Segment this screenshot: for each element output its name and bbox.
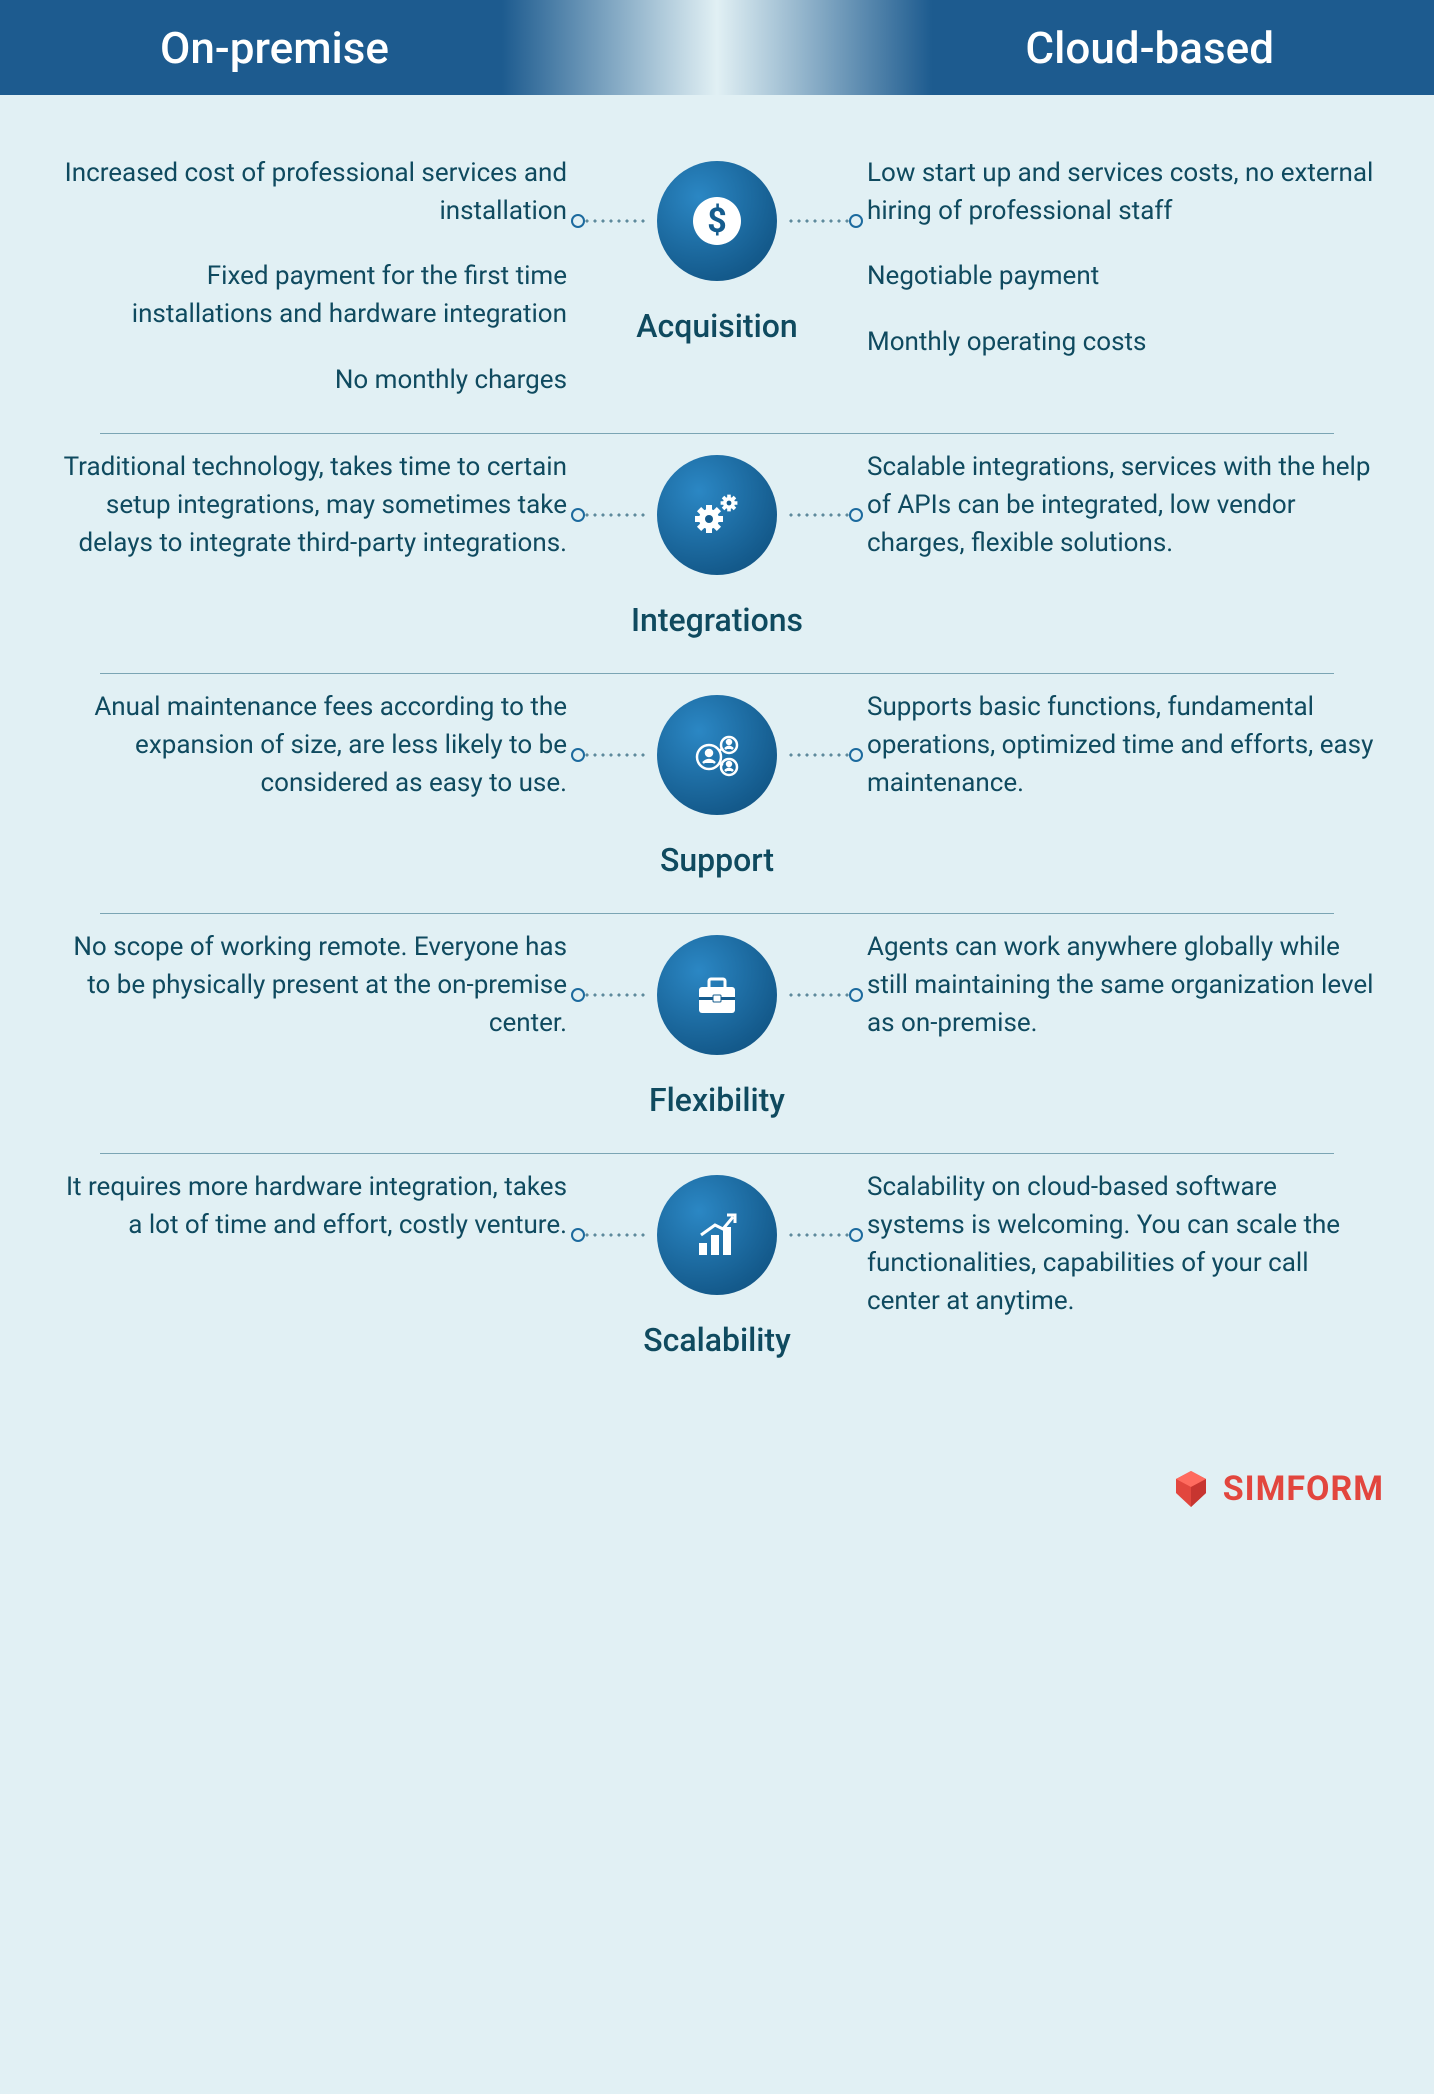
header-right-title: Cloud-based — [717, 0, 1434, 95]
cloud-based-column: Scalable integrations, services with the… — [867, 449, 1374, 562]
footer: SIMFORM — [0, 1449, 1434, 1559]
category-label: Support — [660, 841, 774, 879]
growth-icon — [657, 1175, 777, 1295]
dollar-icon: $ — [657, 161, 777, 281]
comparison-section-acquisition: Increased cost of professional services … — [60, 155, 1374, 449]
connector-right — [789, 992, 857, 998]
simform-logo-text: SIMFORM — [1223, 1469, 1384, 1509]
on-premise-column: Traditional technology, takes time to ce… — [60, 449, 567, 562]
svg-text:$: $ — [707, 201, 727, 241]
cloud-based-column: Low start up and services costs, no exte… — [867, 155, 1374, 362]
on-premise-column: Increased cost of professional services … — [60, 155, 567, 399]
icon-row: $ — [577, 161, 857, 281]
on-premise-column: No scope of working remote. Everyone has… — [60, 929, 567, 1042]
icon-row — [577, 695, 857, 815]
icon-row — [577, 935, 857, 1055]
comparison-section-scalability: It requires more hardware integration, t… — [60, 1169, 1374, 1409]
on-premise-point: Traditional technology, takes time to ce… — [60, 449, 567, 562]
connector-right — [789, 1232, 857, 1238]
cloud-based-point: Low start up and services costs, no exte… — [867, 155, 1374, 230]
category-center: $ Acquisition — [577, 155, 857, 345]
category-center: Scalability — [577, 1169, 857, 1359]
category-center: Integrations — [577, 449, 857, 639]
on-premise-point: It requires more hardware integration, t… — [60, 1169, 567, 1244]
connector-left — [577, 1232, 645, 1238]
on-premise-point: Anual maintenance fees according to the … — [60, 689, 567, 802]
cloud-based-point: Scalable integrations, services with the… — [867, 449, 1374, 562]
header-left-title: On-premise — [0, 0, 717, 95]
connector-right — [789, 512, 857, 518]
on-premise-column: It requires more hardware integration, t… — [60, 1169, 567, 1244]
connector-left — [577, 752, 645, 758]
connector-right — [789, 218, 857, 224]
cloud-based-point: Negotiable payment — [867, 258, 1374, 296]
cloud-based-column: Scalability on cloud-based software syst… — [867, 1169, 1374, 1320]
connector-right — [789, 752, 857, 758]
on-premise-column: Anual maintenance fees according to the … — [60, 689, 567, 802]
cloud-based-point: Supports basic functions, fundamental op… — [867, 689, 1374, 802]
connector-left — [577, 218, 645, 224]
category-label: Scalability — [643, 1321, 791, 1359]
on-premise-point: No monthly charges — [60, 362, 567, 400]
comparison-section-flexibility: No scope of working remote. Everyone has… — [60, 929, 1374, 1169]
briefcase-icon — [657, 935, 777, 1055]
comparison-content: Increased cost of professional services … — [0, 95, 1434, 1449]
icon-row — [577, 1175, 857, 1295]
comparison-header: On-premise Cloud-based — [0, 0, 1434, 95]
cloud-based-column: Agents can work anywhere globally while … — [867, 929, 1374, 1042]
category-center: Support — [577, 689, 857, 879]
cloud-based-point: Monthly operating costs — [867, 324, 1374, 362]
on-premise-point: Fixed payment for the first time install… — [60, 258, 567, 333]
cloud-based-point: Scalability on cloud-based software syst… — [867, 1169, 1374, 1320]
simform-logo-icon — [1171, 1469, 1211, 1509]
connector-left — [577, 512, 645, 518]
cloud-based-point: Agents can work anywhere globally while … — [867, 929, 1374, 1042]
category-label: Acquisition — [636, 307, 797, 345]
on-premise-point: No scope of working remote. Everyone has… — [60, 929, 567, 1042]
on-premise-point: Increased cost of professional services … — [60, 155, 567, 230]
icon-row — [577, 455, 857, 575]
people-icon — [657, 695, 777, 815]
connector-left — [577, 992, 645, 998]
cloud-based-column: Supports basic functions, fundamental op… — [867, 689, 1374, 802]
category-center: Flexibility — [577, 929, 857, 1119]
comparison-section-support: Anual maintenance fees according to the … — [60, 689, 1374, 929]
category-label: Flexibility — [649, 1081, 785, 1119]
category-label: Integrations — [631, 601, 803, 639]
comparison-section-integrations: Traditional technology, takes time to ce… — [60, 449, 1374, 689]
gears-icon — [657, 455, 777, 575]
